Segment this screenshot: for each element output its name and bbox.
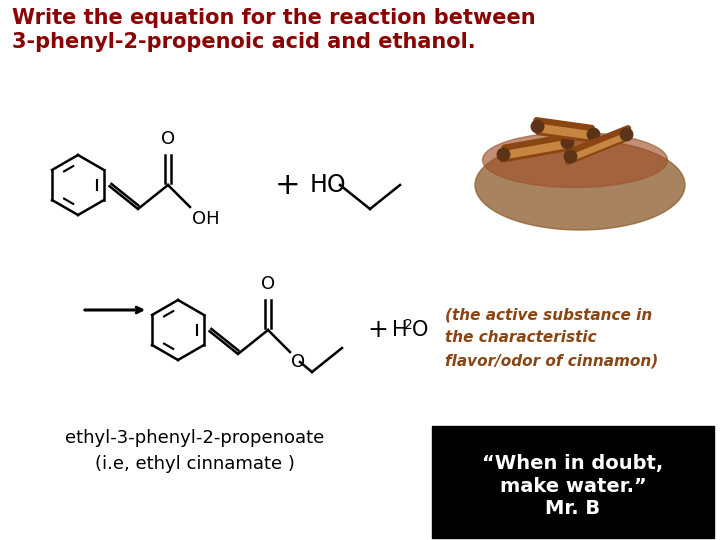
Text: (i.e, ethyl cinnamate ): (i.e, ethyl cinnamate ) <box>95 455 295 473</box>
Text: +: + <box>368 318 388 342</box>
Text: O: O <box>291 353 305 371</box>
Ellipse shape <box>475 140 685 230</box>
Text: HO: HO <box>310 173 346 197</box>
Text: (the active substance in: (the active substance in <box>445 307 652 322</box>
Text: OH: OH <box>192 210 220 228</box>
Bar <box>432 426 714 538</box>
Text: 2: 2 <box>404 318 413 332</box>
Text: H: H <box>392 320 408 340</box>
Text: ethyl-3-phenyl-2-propenoate: ethyl-3-phenyl-2-propenoate <box>66 429 325 447</box>
Text: the characteristic: the characteristic <box>445 330 597 346</box>
Text: flavor/odor of cinnamon): flavor/odor of cinnamon) <box>445 354 658 368</box>
Text: “When in doubt,
make water.”
Mr. B: “When in doubt, make water.” Mr. B <box>482 455 664 517</box>
Text: Write the equation for the reaction between: Write the equation for the reaction betw… <box>12 8 536 28</box>
Ellipse shape <box>482 132 667 187</box>
Text: +: + <box>275 171 301 199</box>
Text: O: O <box>161 130 175 148</box>
Text: O: O <box>412 320 428 340</box>
Text: O: O <box>261 275 275 293</box>
Text: 3-phenyl-2-propenoic acid and ethanol.: 3-phenyl-2-propenoic acid and ethanol. <box>12 32 476 52</box>
